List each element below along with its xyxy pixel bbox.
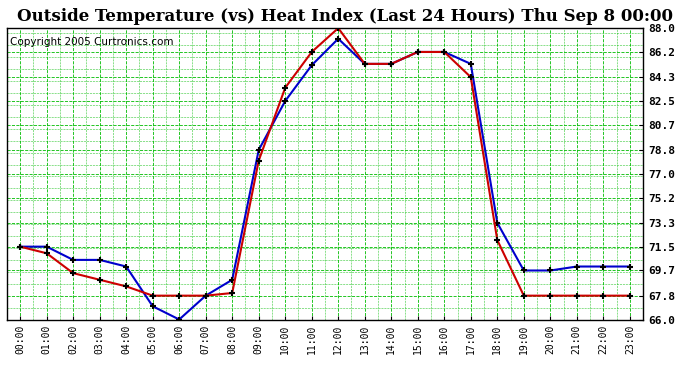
Text: Outside Temperature (vs) Heat Index (Last 24 Hours) Thu Sep 8 00:00: Outside Temperature (vs) Heat Index (Las… xyxy=(17,8,673,25)
Text: Copyright 2005 Curtronics.com: Copyright 2005 Curtronics.com xyxy=(10,37,174,47)
